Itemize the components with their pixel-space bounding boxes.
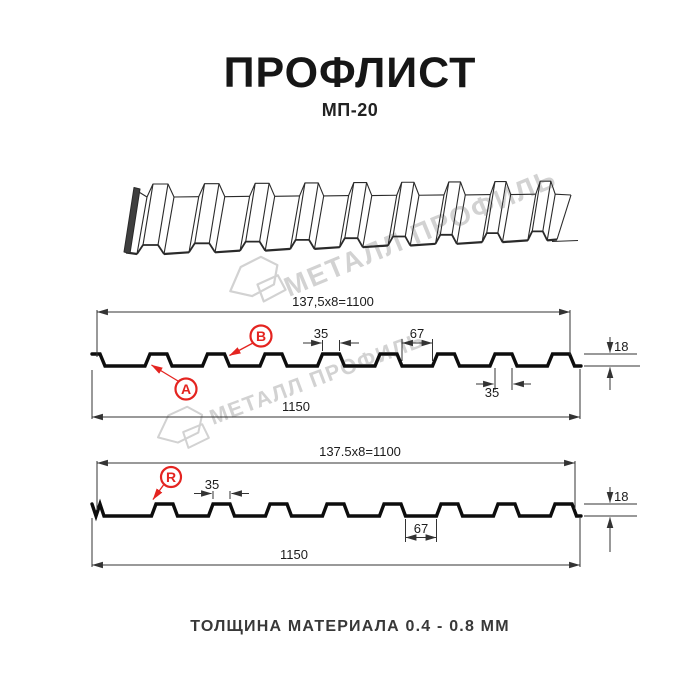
dim-label-overall-top: 1150 [282,399,310,414]
dim-crest-bottom-35: 35 [194,477,249,499]
watermark-text: МЕТАЛЛ ПРОФИЛЬ [279,162,561,302]
callout-a-circle [174,377,198,401]
dim-height-bottom-18: 18 [584,487,637,552]
profile-section-bottom: 137.5x8=1100 1150 35 67 [90,444,637,569]
dim-crest-base-top-35: 35 [476,368,531,400]
dim-label-height-top: 18 [614,339,628,354]
material-thickness-note: ТОЛЩИНА МАТЕРИАЛА 0.4 - 0.8 ММ [190,618,510,635]
dim-label-modules-bottom: 137.5x8=1100 [319,444,401,459]
page-subtitle: МП-20 [321,100,379,120]
brand-logo-icon [156,405,210,449]
callout-r-circle [159,465,183,489]
dim-label-valley-bottom: 67 [414,521,428,536]
callout-b-circle [249,324,273,348]
watermark-stamp-upper: МЕТАЛЛ ПРОФИЛЬ [229,162,561,303]
dim-label-crest-base-top: 35 [485,385,499,400]
callout-r: R [152,465,183,500]
dim-modules-width-top: 137,5x8=1100 [96,294,571,357]
page-title: ПРОФЛИСТ [223,49,477,97]
dim-label-height-bottom: 18 [614,489,628,504]
brand-logo-icon [229,255,287,303]
dim-label-modules-top: 137,5x8=1100 [292,294,374,309]
sheet-3d-drawing [123,180,579,256]
profile-line-bottom [90,498,583,522]
dim-label-crest-bottom: 35 [205,477,219,492]
callout-b-label: B [256,328,266,344]
dim-label-valley-top: 67 [410,326,424,341]
dim-label-crest-top: 35 [314,326,328,341]
profile-line-top [90,352,583,368]
dim-label-overall-bottom: 1150 [280,547,308,562]
profile-section-top: 137,5x8=1100 1150 35 67 [90,294,640,421]
callout-a-label: A [181,381,191,397]
dim-overall-width-bottom: 1150 [91,518,581,569]
callout-r-label: R [166,469,176,485]
dim-overall-width-top: 1150 [91,369,581,421]
dim-height-top-18: 18 [584,337,640,390]
callout-a: A [150,364,198,401]
dim-modules-width-bottom: 137.5x8=1100 [96,444,576,510]
dim-crest-top-35: 35 [303,326,359,351]
dim-valley-bottom-67: 67 [405,519,437,542]
callout-b: B [228,324,273,357]
dim-valley-top-67: 67 [401,326,433,361]
